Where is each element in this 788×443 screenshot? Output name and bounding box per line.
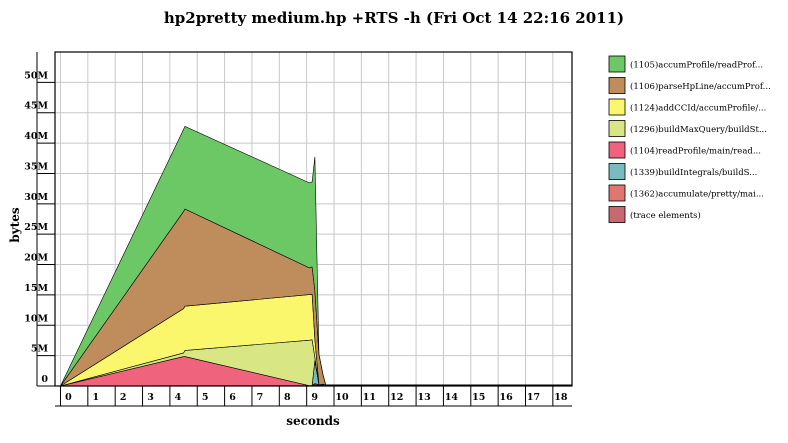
x-tick-label: 2 [120, 392, 127, 403]
y-axis-label: bytes [8, 207, 22, 243]
y-axis: 0 5M 10M 15M 20M 25M 30M 35M 40M 45M 50M [24, 52, 55, 387]
x-tick-label: 4 [175, 392, 182, 403]
legend-swatch [608, 55, 626, 73]
x-tick-label: 1 [93, 392, 100, 403]
x-tick-label: 15 [472, 392, 485, 403]
legend-swatch [608, 184, 626, 202]
legend-label: (trace elements) [630, 210, 701, 221]
x-tick-label: 0 [65, 392, 72, 403]
area-series-group [60, 126, 573, 387]
legend-swatch [608, 206, 626, 223]
y-tick-label: 0 [41, 374, 48, 385]
legend-label: (1296)buildMaxQuery/buildSt... [630, 124, 767, 135]
x-tick-label: 9 [311, 392, 318, 403]
x-axis-label: seconds [286, 414, 340, 428]
y-tick-label: 10M [24, 313, 48, 324]
legend-label: (1362)accumulate/pretty/mai... [630, 189, 764, 200]
y-tick-label: 40M [24, 131, 48, 142]
x-axis: 0 1 2 3 4 5 6 7 8 9 10 11 12 13 14 15 16 17 18 [55, 386, 572, 407]
x-tick-label: 3 [147, 392, 154, 403]
legend-swatch [608, 120, 626, 137]
legend-label: (1105)accumProfile/readProf... [630, 60, 763, 71]
legend-label: (1339)buildIntegrals/buildS... [630, 167, 757, 178]
legend-swatch [608, 141, 626, 159]
x-tick-label: 13 [417, 392, 430, 403]
y-tick-label: 35M [24, 161, 48, 172]
legend-swatch [608, 98, 626, 116]
x-tick-label: 8 [284, 392, 291, 403]
legend-swatch [608, 77, 626, 94]
legend-label: (1104)readProfile/main/read... [630, 146, 761, 157]
y-tick-label: 50M [24, 70, 48, 81]
y-tick-label: 25M [24, 222, 48, 233]
legend-label: (1124)addCCId/accumProfile/... [630, 103, 766, 114]
legend: (1105)accumProfile/readProf... (1106)pars… [608, 55, 771, 223]
y-tick-label: 15M [24, 283, 48, 294]
x-tick-label: 11 [363, 392, 376, 403]
legend-label: (1106)parseHpLine/accumProf... [630, 81, 771, 92]
chart-title: hp2pretty medium.hp +RTS -h (Fri Oct 14 … [164, 9, 624, 27]
x-tick-label: 17 [527, 392, 540, 403]
x-tick-label: 5 [202, 392, 209, 403]
y-tick-label: 45M [24, 101, 48, 112]
y-tick-label: 30M [24, 192, 48, 203]
plot-frame [54, 51, 573, 387]
x-tick-label: 6 [229, 392, 236, 403]
x-tick-label: 14 [445, 392, 459, 403]
legend-swatch [608, 163, 626, 180]
x-tick-label: 18 [554, 392, 568, 403]
x-tick-label: 12 [390, 392, 403, 403]
x-tick-label: 16 [500, 392, 514, 403]
x-tick-label: 10 [335, 392, 349, 403]
y-tick-label: 20M [24, 253, 48, 264]
x-tick-label: 7 [257, 392, 264, 403]
y-tick-label: 5M [31, 344, 49, 355]
